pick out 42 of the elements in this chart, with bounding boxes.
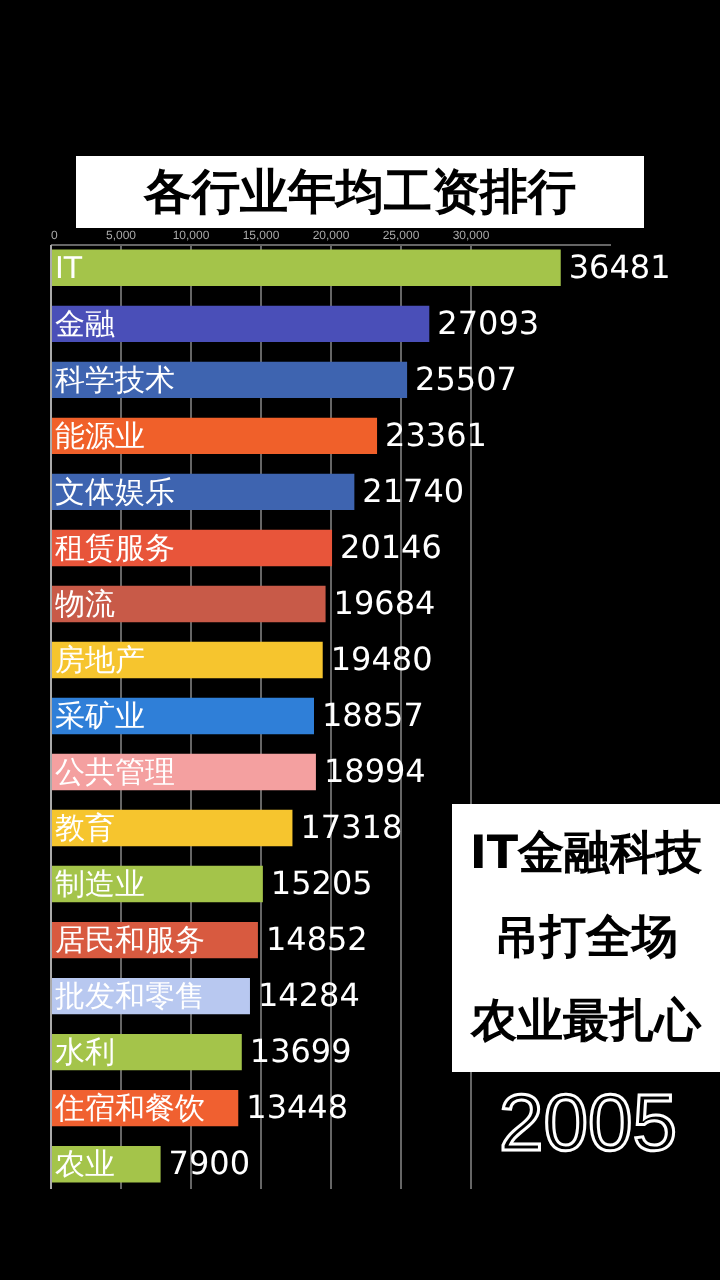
bar bbox=[50, 249, 561, 287]
y-tick-label: 物流 bbox=[55, 585, 115, 622]
y-tick-label: 住宿和餐饮 bbox=[53, 1090, 205, 1127]
data-label: 18994 bbox=[323, 752, 426, 791]
y-tick-label: 房地产 bbox=[55, 641, 145, 678]
data-label: 21740 bbox=[362, 471, 465, 510]
data-label: 19480 bbox=[330, 639, 433, 678]
y-tick-label: 居民和服务 bbox=[55, 922, 205, 959]
data-label: 7900 bbox=[168, 1144, 251, 1183]
y-tick-label: 教育 bbox=[55, 810, 115, 847]
data-label: 25507 bbox=[415, 359, 517, 398]
y-tick-label: 公共管理 bbox=[55, 754, 175, 791]
data-label: 20146 bbox=[340, 527, 442, 566]
y-tick-label: 能源业 bbox=[55, 417, 145, 454]
y-tick-label: IT bbox=[55, 249, 84, 286]
bar bbox=[50, 305, 430, 343]
y-tick-label: 科学技术 bbox=[55, 361, 175, 398]
y-tick-label: 文体娱乐 bbox=[55, 473, 175, 510]
data-label: 14852 bbox=[265, 920, 368, 959]
annotation: 农业最扎心 bbox=[468, 994, 704, 1052]
chart-title: 各行业年均工资排行 bbox=[76, 156, 644, 228]
y-tick-label: 水利 bbox=[55, 1034, 115, 1071]
annotation: IT金融科技 bbox=[467, 826, 705, 884]
y-tick-label: 批发和零售 bbox=[55, 978, 205, 1015]
data-label: 36481 bbox=[568, 247, 671, 286]
data-label: 23361 bbox=[385, 415, 487, 454]
data-label: 14284 bbox=[257, 976, 360, 1015]
data-label: 13448 bbox=[246, 1088, 349, 1127]
y-tick-label: 金融 bbox=[55, 305, 115, 342]
y-tick-label: 采矿业 bbox=[55, 698, 145, 734]
data-label: 17318 bbox=[300, 808, 403, 847]
data-label: 18857 bbox=[322, 696, 424, 734]
y-tick-label: 制造业 bbox=[55, 866, 145, 903]
annotation: 吊打全场 bbox=[492, 910, 680, 968]
y-tick-label: 租赁服务 bbox=[55, 529, 175, 566]
y-tick-label: 农业 bbox=[55, 1146, 115, 1183]
annotation: 2005 bbox=[497, 1080, 679, 1170]
data-label: 19684 bbox=[333, 583, 436, 622]
data-label: 13699 bbox=[249, 1032, 352, 1071]
data-label: 27093 bbox=[437, 303, 540, 342]
data-label: 15205 bbox=[270, 864, 373, 903]
bar bbox=[50, 585, 326, 623]
